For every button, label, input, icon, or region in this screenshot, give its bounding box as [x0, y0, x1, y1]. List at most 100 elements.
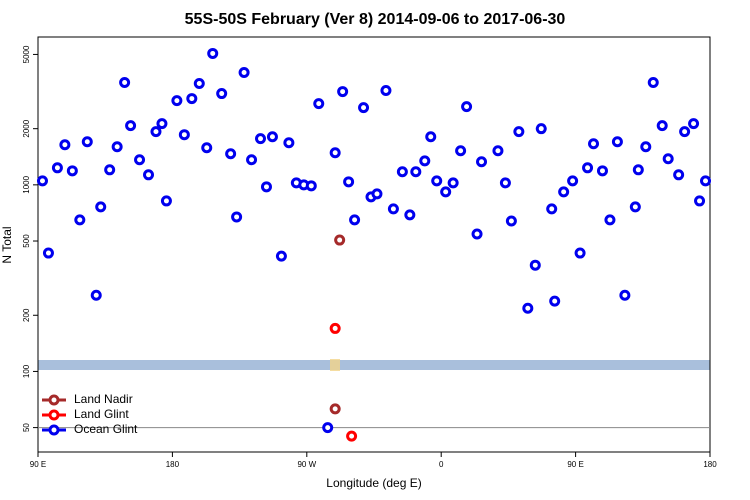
data-point: [461, 101, 473, 113]
data-point: [588, 138, 600, 150]
data-point: [150, 126, 162, 138]
data-point: [349, 214, 361, 226]
data-point: [329, 147, 341, 159]
legend-label: Land Nadir: [74, 392, 133, 406]
x-tick-label: 90 W: [297, 460, 316, 469]
data-point: [492, 145, 504, 157]
data-point: [343, 176, 355, 188]
data-point: [611, 136, 623, 148]
data-point: [419, 155, 431, 167]
data-point: [476, 156, 488, 168]
data-point: [313, 98, 325, 110]
data-point: [582, 162, 594, 174]
data-point: [574, 247, 586, 259]
data-point: [662, 153, 674, 165]
y-tick-label: 100: [22, 364, 31, 378]
data-point: [322, 422, 334, 434]
data-point: [260, 181, 272, 193]
data-point: [673, 169, 685, 181]
data-point: [66, 165, 78, 177]
data-point: [143, 169, 155, 181]
legend-label: Land Glint: [74, 407, 129, 421]
data-point: [431, 175, 443, 187]
data-point: [549, 295, 561, 307]
legend-marker: [48, 394, 60, 406]
data-point: [104, 164, 116, 176]
data-point: [334, 234, 346, 246]
data-point: [275, 250, 287, 262]
data-point: [647, 77, 659, 89]
data-point: [632, 164, 644, 176]
y-tick-label: 200: [22, 308, 31, 322]
y-tick-label: 500: [22, 234, 31, 248]
data-point: [74, 214, 86, 226]
data-point: [688, 118, 700, 130]
data-point: [700, 175, 712, 187]
data-point: [371, 188, 383, 200]
data-point: [81, 136, 93, 148]
data-point: [619, 289, 631, 301]
x-tick-label: 180: [166, 460, 180, 469]
data-point: [529, 259, 541, 271]
coverage-band: [38, 360, 710, 370]
y-tick-label: 1000: [22, 175, 31, 193]
y-tick-label: 50: [22, 423, 31, 432]
data-point: [90, 289, 102, 301]
data-point: [522, 302, 534, 314]
data-point: [546, 203, 558, 215]
data-point: [558, 186, 570, 198]
data-point: [201, 142, 213, 154]
data-point: [95, 201, 107, 213]
data-point: [246, 154, 258, 166]
data-point: [471, 228, 483, 240]
data-point: [337, 86, 349, 98]
data-point: [513, 126, 525, 138]
data-point: [111, 141, 123, 153]
data-point: [59, 139, 71, 151]
data-point: [186, 93, 198, 105]
data-point: [499, 177, 511, 189]
data-point: [51, 162, 63, 174]
data-point: [193, 78, 205, 90]
y-tick-label: 2000: [22, 119, 31, 137]
data-point: [36, 175, 48, 187]
data-point: [329, 322, 341, 334]
data-point: [596, 165, 608, 177]
legend-marker: [48, 409, 60, 421]
data-point: [387, 203, 399, 215]
data-point: [305, 180, 317, 192]
data-point: [640, 141, 652, 153]
data-point: [380, 85, 392, 97]
data-point: [42, 247, 54, 259]
data-point: [283, 137, 295, 149]
data-point: [396, 166, 408, 178]
coverage-band-highlight: [330, 359, 340, 371]
data-point: [255, 133, 267, 145]
data-point: [125, 120, 137, 132]
x-tick-label: 90 E: [30, 460, 46, 469]
data-point: [225, 148, 237, 160]
data-point: [160, 195, 172, 207]
data-point: [656, 120, 668, 132]
data-point: [505, 215, 517, 227]
legend-label: Ocean Glint: [74, 422, 138, 436]
data-point: [346, 430, 358, 442]
x-axis-label: Longitude (deg E): [326, 476, 421, 490]
data-point: [216, 88, 228, 100]
data-point: [629, 201, 641, 213]
data-point: [134, 154, 146, 166]
legend-marker: [48, 424, 60, 436]
data-point: [410, 166, 422, 178]
data-point: [231, 211, 243, 223]
data-point: [329, 403, 341, 415]
data-point: [156, 118, 168, 130]
y-axis-label: N Total: [0, 226, 14, 263]
data-point: [266, 131, 278, 143]
data-point: [535, 123, 547, 135]
data-point: [425, 131, 437, 143]
x-tick-label: 180: [703, 460, 717, 469]
data-point: [447, 177, 459, 189]
chart-title: 55S-50S February (Ver 8) 2014-09-06 to 2…: [185, 11, 566, 28]
data-point: [171, 95, 183, 107]
